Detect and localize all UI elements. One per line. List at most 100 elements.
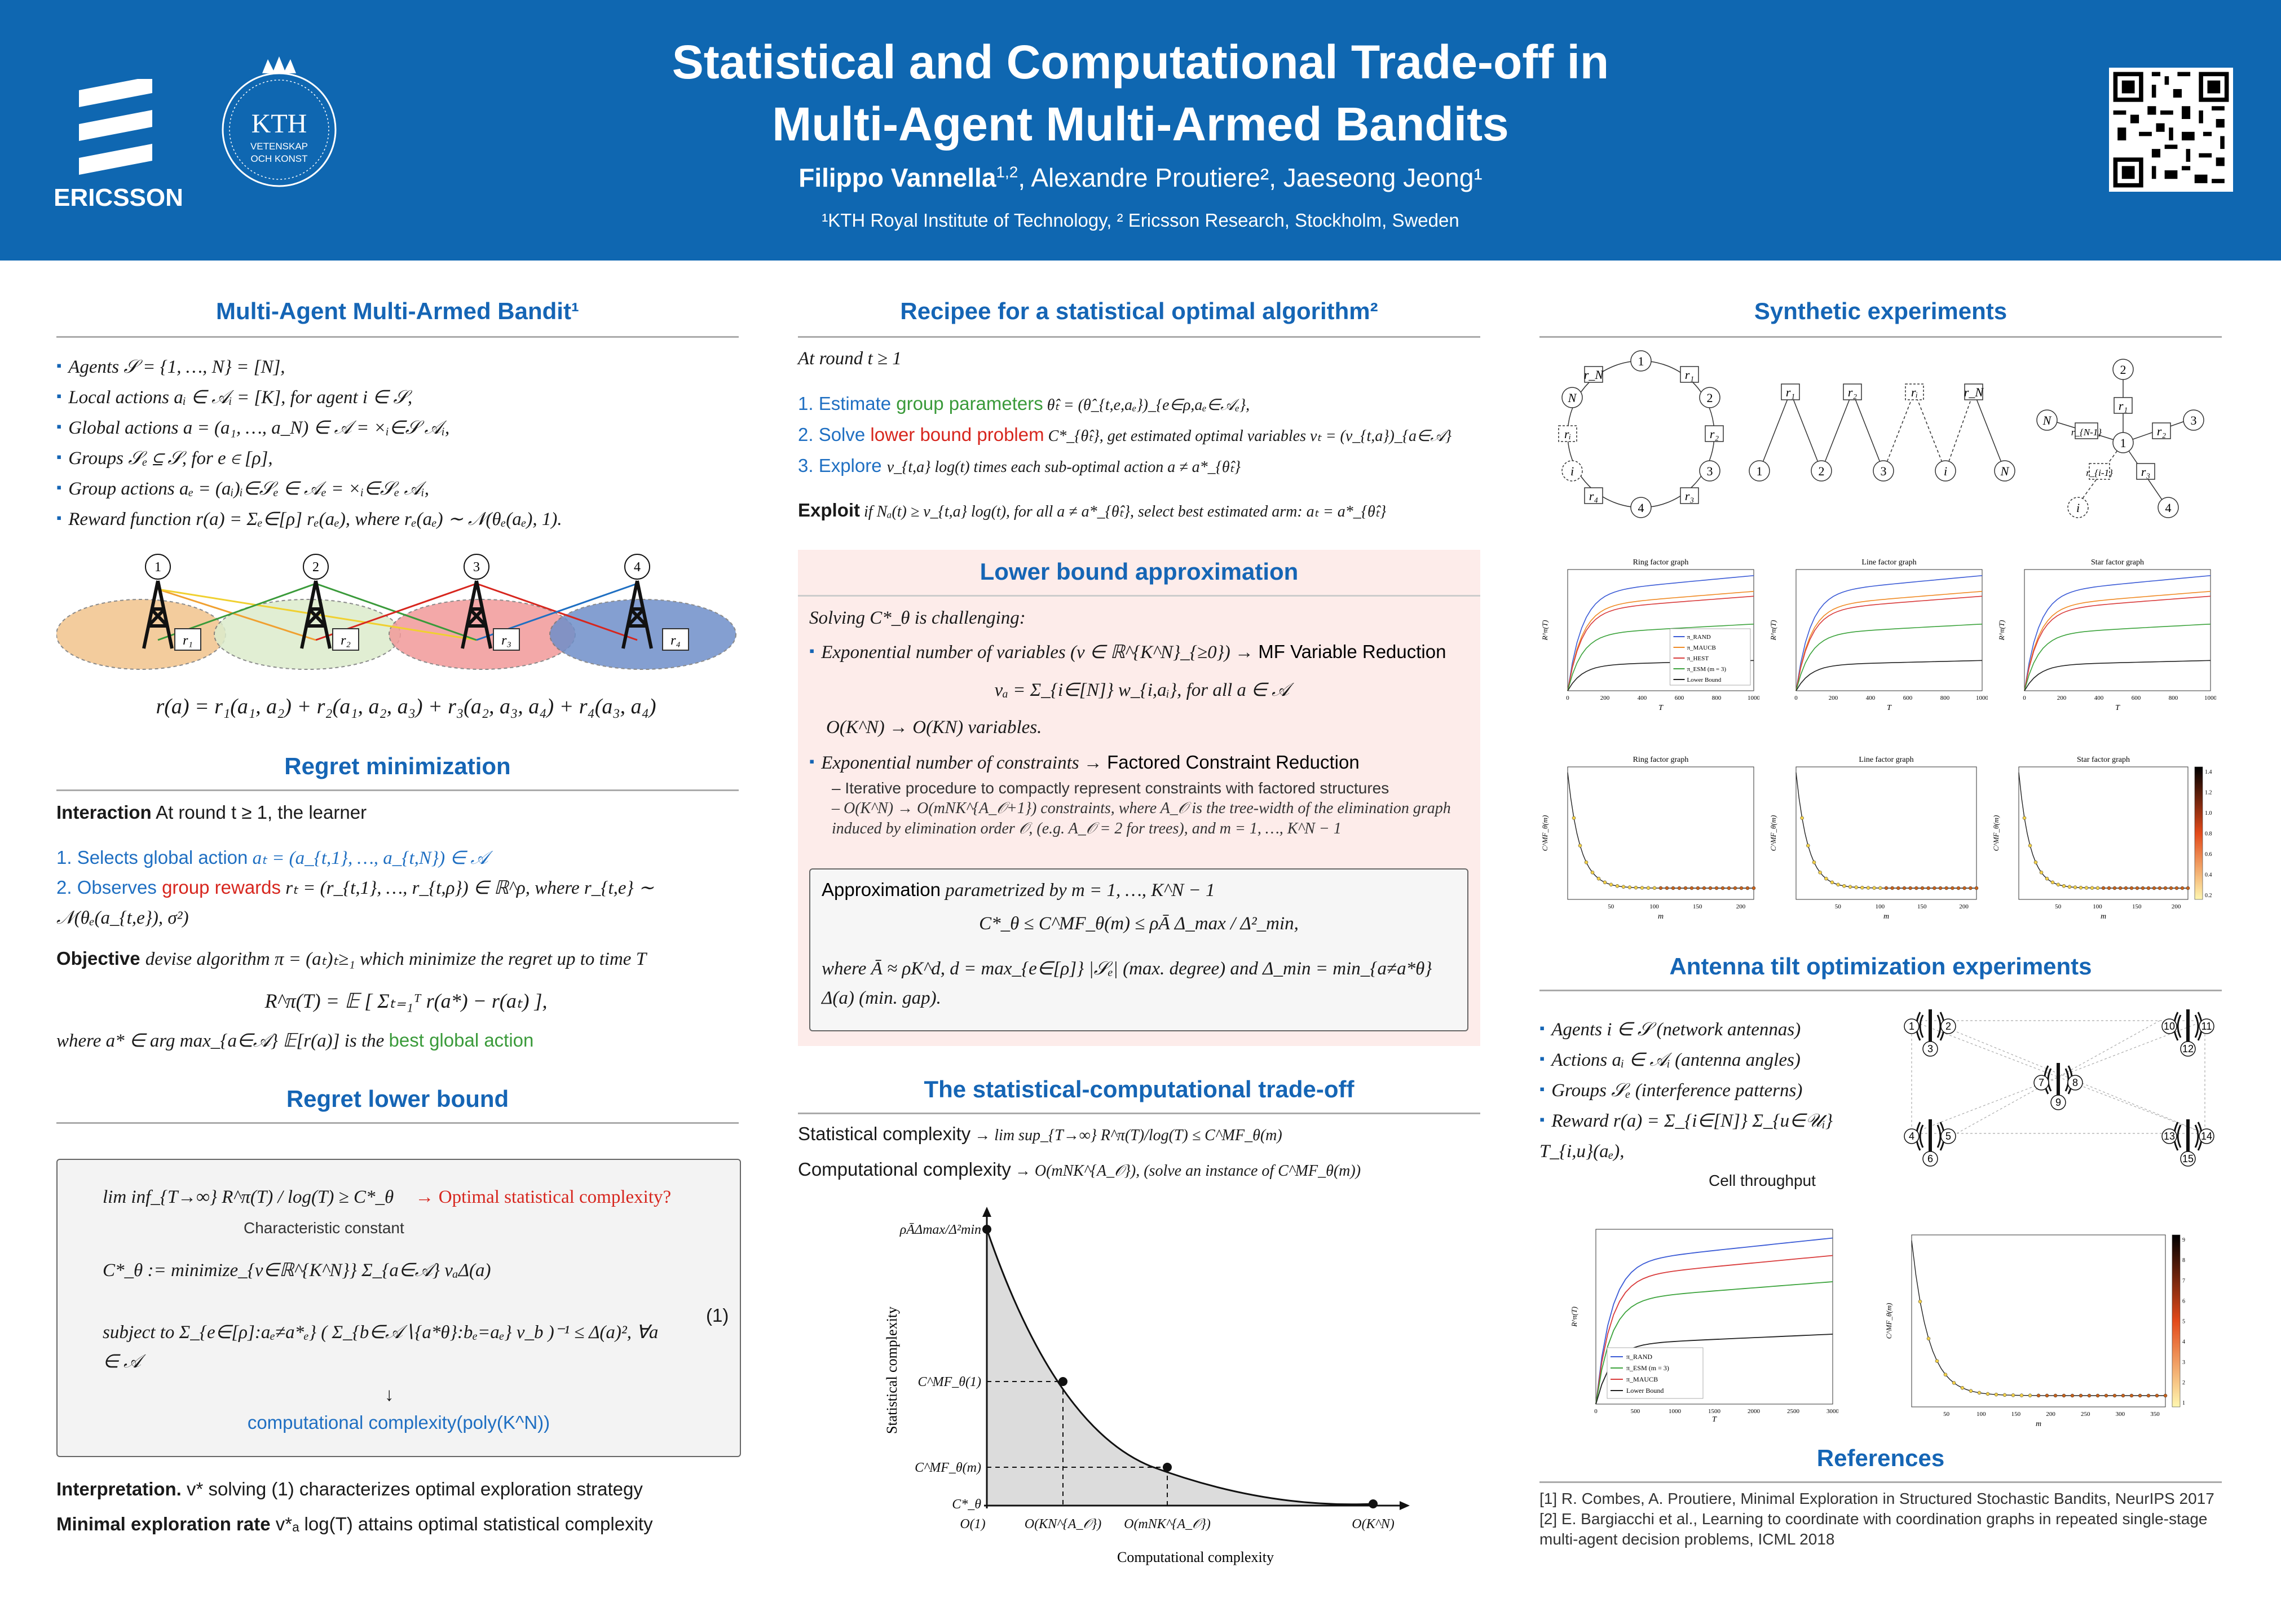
- interaction-label: Interaction: [56, 802, 152, 823]
- antenna-list: Agents i ∈ 𝒮 (network antennas) Actions …: [1539, 1015, 1878, 1195]
- star-factor: r₁: [2119, 399, 2128, 413]
- plot-title: Line factor graph: [1859, 756, 1913, 764]
- step-num: 2. Solve: [798, 424, 871, 445]
- data-point: [2180, 886, 2185, 890]
- data-point: [1800, 816, 1804, 820]
- step-highlight: global action: [143, 847, 248, 868]
- x-tick: 0: [1566, 695, 1569, 701]
- x-tick: 600: [1675, 695, 1684, 701]
- first-author: Filippo Vannella: [798, 163, 996, 192]
- regret-curve: [1595, 1237, 1833, 1405]
- data-point: [2169, 886, 2173, 890]
- data-point: [2079, 885, 2083, 890]
- step-text: aₜ = (a_{t,1}, …, a_{t,N}) ∈ 𝒜: [248, 848, 488, 868]
- regret-eq: R^π(T) = 𝔼 [ Σₜ₌₁ᵀ r(a*) − r(aₜ) ],: [264, 990, 548, 1012]
- authors: Filippo Vannella1,2, Alexandre Proutiere…: [0, 162, 2281, 193]
- antenna-node: 2: [1945, 1021, 1951, 1032]
- data-point: [2146, 1393, 2151, 1398]
- plot-title: Star factor graph: [2091, 558, 2144, 567]
- star-factor: r_{i-1}: [2086, 467, 2113, 478]
- star-node: N: [2042, 413, 2052, 427]
- tradeoff-title: The statistical-computational trade-off: [924, 1076, 1355, 1102]
- antenna-node: 10: [2164, 1021, 2175, 1032]
- regret-curve: [1595, 1255, 1833, 1405]
- step-highlight: lower bound problem: [870, 424, 1044, 445]
- x-tick: O(mNK^{A_𝒪}): [1124, 1517, 1211, 1532]
- antenna-network: 1 2 3 4 5 6 7 8 9 10 11 12 13 14 15: [1904, 1009, 2214, 1167]
- divider: [1539, 990, 2222, 991]
- legend-entry: π_MAUCB: [1687, 645, 1716, 651]
- mamab-item: Local actions aᵢ ∈ 𝒜ᵢ = [K], for agent i…: [56, 383, 756, 413]
- poster-header: ERICSSON KTH VETENSKAP OCH KONST Statist…: [0, 0, 2281, 261]
- x-tick: 400: [1866, 695, 1876, 701]
- approx-body: Solving C*_θ is challenging: Exponential…: [809, 603, 1475, 839]
- antenna-node: 4: [1909, 1131, 1914, 1142]
- computational-complexity-note: computational complexity(poly(K^N)): [247, 1412, 550, 1433]
- ericsson-logo: ERICSSON: [54, 79, 183, 211]
- title-line-1: Statistical and Computational Trade-off …: [672, 36, 1609, 89]
- x-tick: 600: [2132, 695, 2141, 701]
- approximation-where: where Ā ≈ ρK^d, d = max_{e∈[ρ]} |𝒮ₑ| (ma…: [822, 959, 1432, 1008]
- data-point: [1739, 886, 1744, 890]
- data-point: [1938, 886, 1943, 890]
- min-exploration-label: Minimal exploration rate: [56, 1513, 271, 1534]
- title-line-2: Multi-Agent Multi-Armed Bandits: [772, 98, 1509, 151]
- data-point: [1720, 886, 1725, 890]
- ring-factor: r₃: [1685, 489, 1694, 503]
- reward-factor-4: r₄: [670, 633, 681, 648]
- colorbar-tick: 3: [2182, 1360, 2185, 1366]
- data-point: [2155, 1393, 2159, 1398]
- lower-bound-eq: lim inf_{T→∞} R^π(T) / log(T) ≥ C*_θ: [103, 1187, 394, 1207]
- references-title: References: [1816, 1445, 1945, 1471]
- star-factor: r₂: [2157, 424, 2167, 438]
- mamab-item: Groups 𝒮ₑ ⊆ 𝒮, for e ∈ [ρ],: [56, 444, 756, 474]
- data-point: [2070, 1393, 2075, 1398]
- x-tick: 350: [2150, 1411, 2160, 1418]
- x-axis-label: T: [2115, 704, 2120, 712]
- legend-entry: π_ESM (m = 3): [1687, 666, 1727, 673]
- x-tick: 1000: [1669, 1408, 1682, 1415]
- ring-factor: r₄: [1589, 489, 1598, 503]
- star-node: i: [2076, 501, 2080, 515]
- x-tick: 200: [2057, 695, 2067, 701]
- x-axis-label: m: [2101, 912, 2106, 921]
- step-text: θ̂ₜ = (θ̂_{t,e,aₑ})_{e∈ρ,aₑ∈𝒜ₑ},: [1043, 396, 1250, 414]
- where-text: where a* ∈ arg max_{a∈𝒜} 𝔼[r(a)] is the: [56, 1031, 389, 1051]
- x-tick: 100: [1876, 903, 1885, 910]
- qr-code-icon[interactable]: [2109, 68, 2233, 192]
- x-tick: 300: [2116, 1411, 2125, 1418]
- step-text: v_{t,a} log(t) times each sub-optimal ac…: [886, 458, 1241, 476]
- mamab-diagram: 1 2 3 4 r₁ r₂ r₃ r₄: [56, 554, 736, 670]
- regret-curve: [1567, 590, 1754, 691]
- step-num: 1. Selects: [56, 847, 144, 868]
- mamab-item: Group actions aₑ = (aᵢ)ᵢ∈𝒮ₑ ∈ 𝒜ₑ = ×ᵢ∈𝒮ₑ…: [56, 474, 756, 505]
- data-point: [2045, 876, 2049, 881]
- tradeoff-curve: [986, 1229, 1374, 1506]
- x-axis-label: m: [2036, 1420, 2041, 1428]
- tradeoff-chart: ρĀΔmax/Δ²min C^MF_θ(1) C^MF_θ(m) C*_θ O(…: [884, 1207, 1410, 1565]
- legend-entry: π_ESM (m = 3): [1626, 1364, 1669, 1372]
- antenna-node: 15: [2182, 1153, 2194, 1164]
- star-node: 1: [2120, 436, 2126, 450]
- regret-body: Interaction At round t ≥ 1, the learner …: [56, 798, 756, 1056]
- data-point: [2124, 886, 2128, 890]
- data-point: [1652, 886, 1657, 890]
- data-point: [1969, 1389, 1973, 1393]
- antenna-title: Antenna tilt optimization experiments: [1669, 953, 2092, 979]
- star-factor: r_{N-1}: [2071, 427, 2102, 438]
- regret-curve: [1795, 575, 1983, 691]
- plot-title: Ring factor graph: [1633, 558, 1689, 567]
- y-tick: C^MF_θ(1): [917, 1375, 981, 1389]
- x-axis-label: Computational complexity: [1117, 1549, 1274, 1565]
- ring-node: 3: [1707, 464, 1713, 478]
- bullet-text: Exponential number of constraints →: [821, 753, 1108, 773]
- x-axis-label: T: [1658, 704, 1664, 712]
- data-point: [2056, 882, 2061, 887]
- data-point: [1727, 886, 1731, 890]
- data-point: [1696, 886, 1700, 890]
- data-point: [2112, 1393, 2117, 1398]
- data-point: [1926, 886, 1930, 890]
- sub-bullet: Iterative procedure to compactly represe…: [845, 779, 1389, 797]
- kth-logo: KTH VETENSKAP OCH KONST: [222, 56, 337, 187]
- data-point: [1658, 886, 1663, 890]
